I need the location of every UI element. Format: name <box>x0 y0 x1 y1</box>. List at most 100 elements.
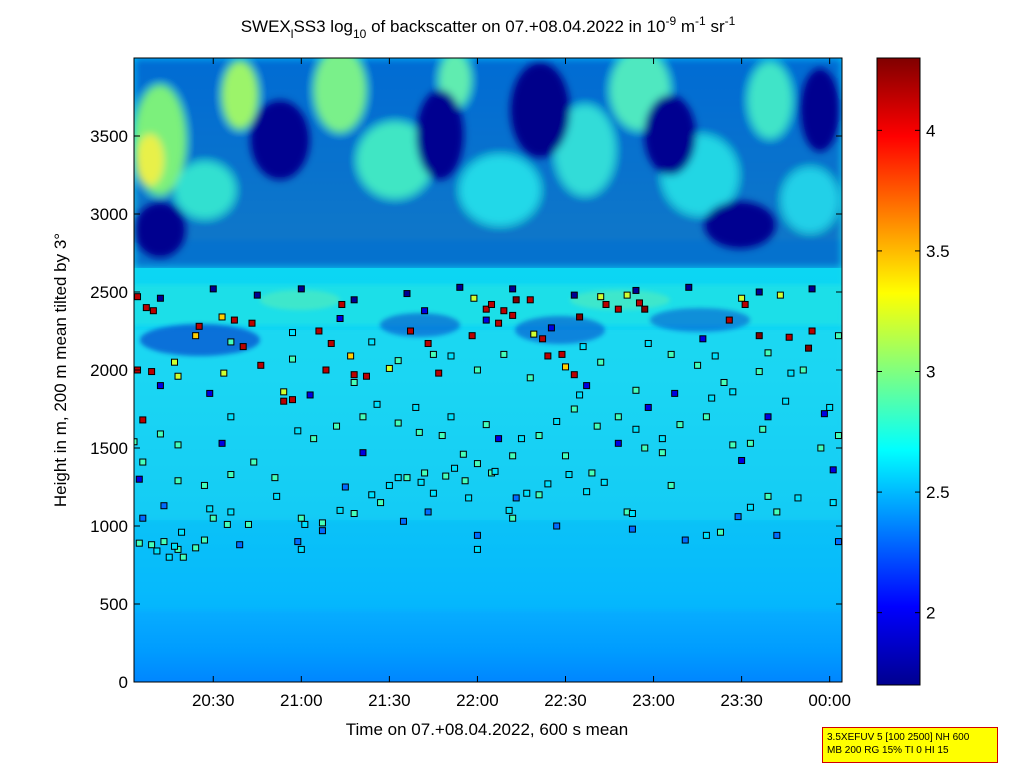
marker-point <box>500 307 508 315</box>
x-tick-label: 21:00 <box>280 691 323 710</box>
marker-point <box>764 492 772 500</box>
marker-point <box>517 435 525 443</box>
colorbar <box>877 58 920 685</box>
marker-point <box>495 435 503 443</box>
marker-point <box>535 432 543 440</box>
x-axis: 20:30 21:00 21:30 22:00 22:30 23:00 23:30 00:00 <box>192 58 851 710</box>
marker-point <box>179 553 187 561</box>
marker-point <box>327 339 335 347</box>
colorbar-tick-label: 4 <box>926 121 935 140</box>
marker-point <box>318 519 326 527</box>
marker-point <box>505 506 513 514</box>
marker-point <box>681 536 689 544</box>
marker-point <box>399 517 407 525</box>
marker-point <box>350 371 358 379</box>
marker-point <box>341 483 349 491</box>
marker-point <box>491 467 499 475</box>
marker-point <box>362 372 370 380</box>
marker-point <box>429 350 437 358</box>
marker-point <box>826 403 834 411</box>
marker-point <box>834 432 842 440</box>
heatmap <box>134 58 842 682</box>
marker-point <box>535 491 543 499</box>
marker-point <box>218 439 226 447</box>
marker-point <box>785 333 793 341</box>
marker-point <box>512 494 520 502</box>
marker-point <box>373 400 381 408</box>
chart-title: SWEXlSS3 log10 of backscatter on 07.+08.… <box>241 14 736 41</box>
marker-point <box>347 352 355 360</box>
marker-point <box>139 458 147 466</box>
marker-point <box>200 481 208 489</box>
marker-point <box>174 477 182 485</box>
marker-point <box>570 405 578 413</box>
y-tick-label: 1500 <box>90 439 128 458</box>
marker-point <box>658 435 666 443</box>
marker-point <box>333 422 341 430</box>
marker-point <box>322 366 330 374</box>
marker-point <box>257 361 265 369</box>
marker-point <box>644 339 652 347</box>
marker-point <box>456 283 464 291</box>
marker-point <box>716 528 724 536</box>
marker-point <box>306 391 314 399</box>
info-box: 3.5XEFUV 5 [100 2500] NH 600 MB 200 RG 1… <box>822 727 998 763</box>
marker-point <box>583 488 591 496</box>
marker-point <box>614 305 622 313</box>
marker-point <box>442 472 450 480</box>
marker-point <box>558 350 566 358</box>
marker-point <box>468 332 476 340</box>
marker-point <box>579 343 587 351</box>
marker-point <box>289 396 297 404</box>
marker-point <box>156 382 164 390</box>
marker-point <box>394 357 402 365</box>
marker-point <box>359 413 367 421</box>
marker-point <box>708 394 716 402</box>
marker-point <box>561 452 569 460</box>
info-line-1: 3.5XEFUV 5 [100 2500] NH 600 <box>827 732 970 743</box>
marker-point <box>526 374 534 382</box>
y-tick-label: 1000 <box>90 517 128 536</box>
marker-point <box>280 388 288 396</box>
marker-point <box>746 503 754 511</box>
marker-point <box>628 525 636 533</box>
marker-point <box>565 471 573 479</box>
marker-point <box>738 456 746 464</box>
marker-point <box>805 344 813 352</box>
marker-point <box>350 378 358 386</box>
marker-point <box>160 502 168 510</box>
marker-point <box>699 335 707 343</box>
heatmap-band <box>134 58 842 268</box>
marker-point <box>593 422 601 430</box>
marker-point <box>301 520 309 528</box>
marker-point <box>759 425 767 433</box>
y-tick-label: 3000 <box>90 205 128 224</box>
marker-point <box>407 327 415 335</box>
marker-point <box>271 474 279 482</box>
marker-point <box>553 522 561 530</box>
x-tick-label: 21:30 <box>368 691 411 710</box>
marker-point <box>547 324 555 332</box>
marker-point <box>385 364 393 372</box>
y-tick-label: 2000 <box>90 361 128 380</box>
marker-point <box>614 413 622 421</box>
marker-point <box>729 388 737 396</box>
y-tick-label: 500 <box>100 595 128 614</box>
marker-point <box>134 438 138 446</box>
marker-point <box>171 358 179 366</box>
marker-point <box>160 538 168 546</box>
marker-point <box>482 421 490 429</box>
marker-point <box>602 300 610 308</box>
marker-point <box>350 510 358 518</box>
marker-point <box>808 285 816 293</box>
marker-point <box>435 369 443 377</box>
marker-point <box>280 397 288 405</box>
marker-point <box>294 538 302 546</box>
marker-point <box>799 366 807 374</box>
marker-point <box>776 291 784 299</box>
marker-point <box>794 494 802 502</box>
marker-point <box>148 541 156 549</box>
marker-point <box>206 505 214 513</box>
marker-point <box>218 313 226 321</box>
marker-point <box>632 286 640 294</box>
